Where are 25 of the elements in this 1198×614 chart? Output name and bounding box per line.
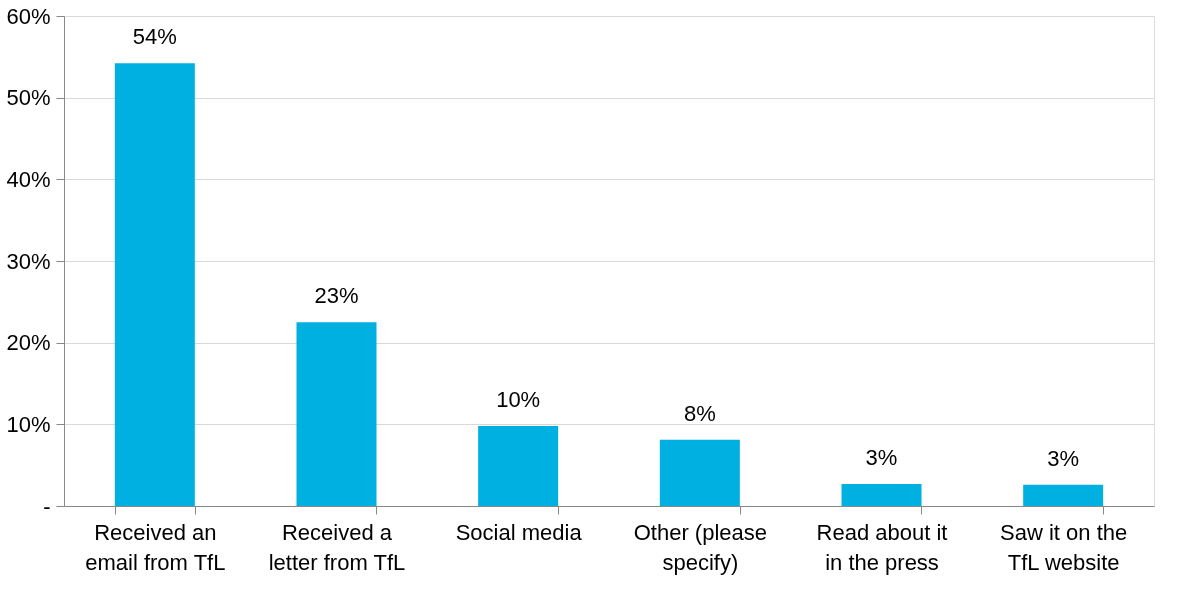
y-tick-label: 50% [6,85,51,111]
x-tick-label: Saw it on the TfL website [1000,519,1128,575]
bar [659,439,740,506]
x-tick-label: Received a letter from TfL [268,519,406,575]
x-tick-label: Read about it in the press [816,519,948,575]
data-label: 3% [1047,445,1080,471]
y-tick-label: 10% [6,411,51,437]
y-tick-label: - [43,493,51,519]
y-tick-label: 60% [6,3,51,29]
data-label: 3% [865,444,898,470]
bar [478,425,559,506]
bar [1023,484,1104,506]
data-label: 54% [132,24,177,50]
data-label: 23% [314,283,359,309]
data-label: 10% [496,386,541,412]
y-tick-label: 40% [6,166,51,192]
x-tick-label: Other (please specify) [633,519,767,575]
x-tick-label: Received an email from TfL [85,519,226,575]
bar [841,483,922,506]
x-tick-label: Social media [455,519,583,545]
y-tick-label: 30% [6,248,51,274]
bar [114,63,195,506]
y-tick-label: 20% [6,330,51,356]
data-label: 8% [683,400,716,426]
bar [296,322,377,506]
